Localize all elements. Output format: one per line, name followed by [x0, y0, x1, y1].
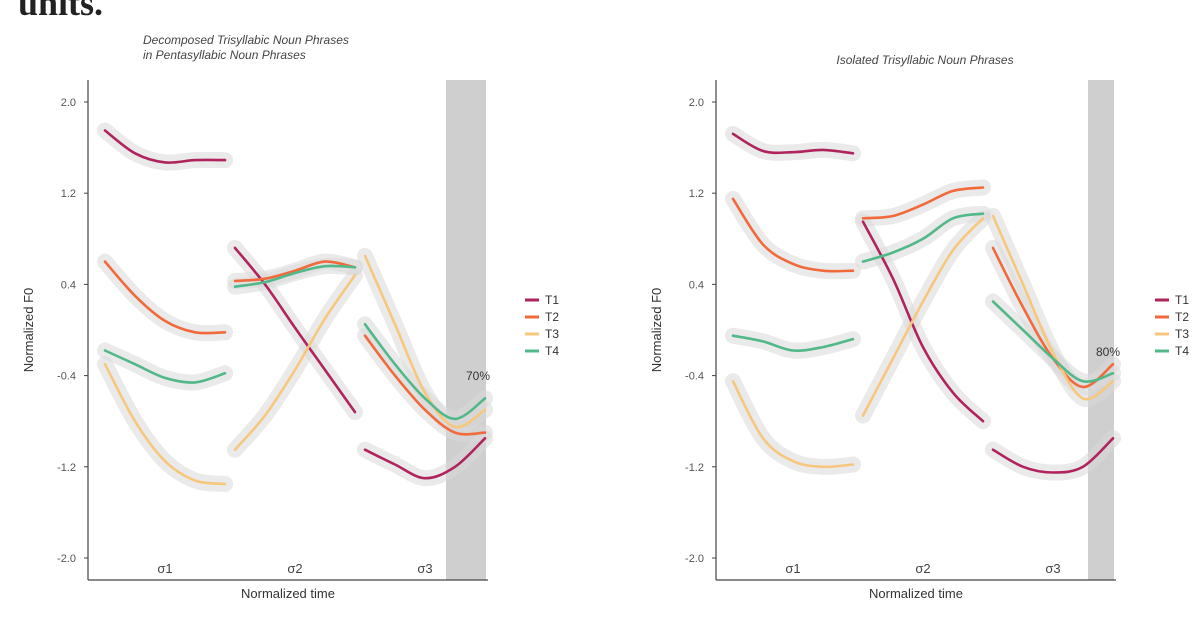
legend-label: T1: [545, 293, 559, 307]
confidence-band-t3: [725, 373, 861, 475]
series-line-t2: [103, 260, 227, 335]
legend-label: T2: [545, 310, 559, 324]
series-line-t4: [991, 300, 1115, 384]
legend-label: T1: [1175, 293, 1189, 307]
confidence-ribbons: [97, 122, 493, 492]
y-tick-label: 2.0: [689, 97, 704, 109]
syllable-label: σ2: [287, 561, 302, 576]
legend-label: T3: [545, 327, 559, 341]
series-line-t4: [103, 349, 227, 384]
y-tick-label: 2.0: [61, 97, 76, 109]
series-line-t3: [103, 362, 227, 486]
x-axis-label: Normalized time: [241, 586, 335, 601]
series-lines: [731, 132, 1115, 474]
legend-label: T4: [545, 344, 559, 358]
y-tick-label: -2.0: [685, 553, 704, 565]
chart-title-line: Decomposed Trisyllabic Noun Phrases: [143, 33, 349, 47]
legend: T1 T2 T3 T4: [1155, 293, 1189, 358]
series-line-t4: [861, 212, 985, 263]
chart-title-line: in Pentasyllabic Noun Phrases: [143, 48, 306, 62]
y-tick-label: -0.4: [57, 371, 76, 383]
y-tick-label: 1.2: [61, 188, 76, 200]
y-tick-label: -1.2: [685, 462, 704, 474]
syllable-label: σ1: [157, 561, 172, 576]
legend-label: T2: [1175, 310, 1189, 324]
syllable-label: σ1: [785, 561, 800, 576]
chart-title-line: Isolated Trisyllabic Noun Phrases: [836, 53, 1013, 67]
legend-label: T4: [1175, 344, 1189, 358]
series-lines: [103, 129, 487, 486]
series-line-t1: [991, 437, 1115, 474]
series-line-t3: [991, 214, 1115, 401]
series-line-t2: [233, 260, 357, 283]
highlight-percent-label: 80%: [1096, 345, 1120, 359]
series-line-t3: [363, 254, 487, 429]
x-axis-label: Normalized time: [869, 586, 963, 601]
series-line-t4: [363, 323, 487, 421]
y-tick-label: -0.4: [685, 371, 704, 383]
legend-label: T3: [1175, 327, 1189, 341]
confidence-band-t2: [725, 190, 861, 280]
syllable-label: σ3: [417, 561, 432, 576]
y-axis-label: Normalized F0: [649, 288, 664, 373]
syllable-label: σ2: [915, 561, 930, 576]
y-tick-label: -1.2: [57, 462, 76, 474]
highlight-percent-label: 70%: [466, 369, 490, 383]
series-line-t4: [233, 264, 357, 288]
series-line-t1: [731, 132, 855, 155]
y-axis-label: Normalized F0: [21, 288, 36, 373]
series-line-t1: [233, 246, 357, 414]
y-tick-label: 0.4: [689, 279, 704, 291]
series-line-t1: [103, 129, 227, 164]
series-line-t3: [861, 217, 985, 417]
series-line-t3: [233, 274, 357, 451]
legend: T1 T2 T3 T4: [525, 293, 559, 358]
chart-panel-2: Isolated Trisyllabic Noun Phrases 2.0 1.2 0…: [649, 53, 1189, 601]
highlight-band: [1088, 80, 1114, 580]
y-tick-label: 0.4: [61, 279, 76, 291]
y-tick-label: -2.0: [57, 553, 76, 565]
series-line-t2: [861, 186, 985, 220]
series-line-t1: [363, 437, 487, 480]
page-heading: units.: [18, 0, 104, 23]
series-line-t4: [731, 334, 855, 353]
y-tick-label: 1.2: [689, 188, 704, 200]
series-line-t2: [363, 334, 487, 436]
highlight-band: [446, 80, 486, 580]
syllable-label: σ3: [1045, 561, 1060, 576]
series-line-t3: [731, 380, 855, 469]
series-line-t2: [731, 197, 855, 273]
